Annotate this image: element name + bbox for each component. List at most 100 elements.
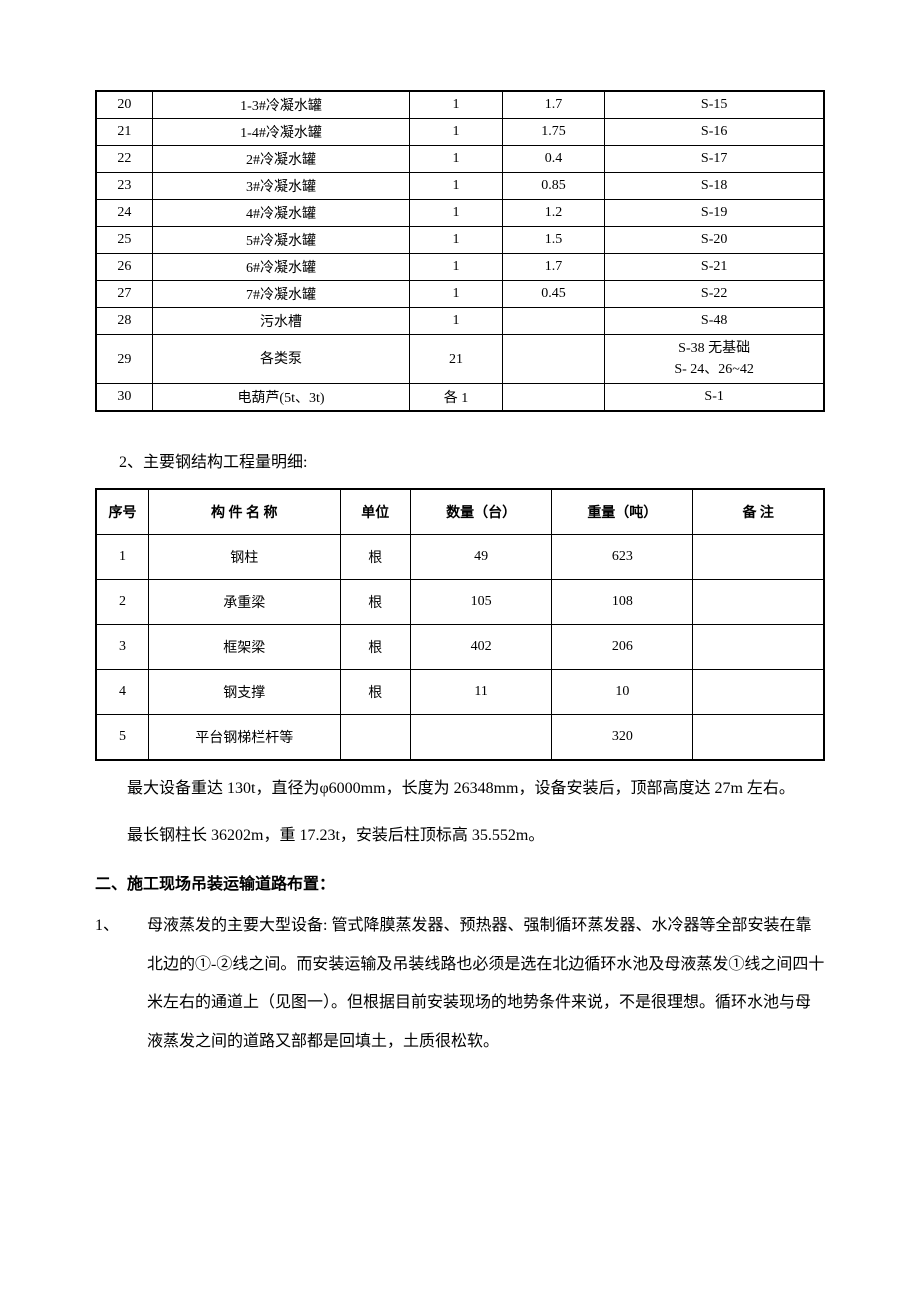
longest-column-paragraph: 最长钢柱长 36202m，重 17.23t，安装后柱顶标高 35.552m。: [95, 818, 825, 855]
table-cell: S-20: [605, 227, 824, 254]
table-row: 233#冷凝水罐10.85S-18: [96, 173, 824, 200]
table-cell: 1: [410, 200, 503, 227]
table-cell: 10: [552, 670, 693, 715]
table-cell: 1.7: [502, 254, 605, 281]
table-header-cell: 备 注: [693, 489, 824, 535]
table-cell: 28: [96, 308, 152, 335]
table-cell: 根: [340, 625, 411, 670]
construction-road-subtitle: 二、施工现场吊装运输道路布置：: [95, 867, 825, 904]
table-cell: 25: [96, 227, 152, 254]
steel-structure-thead-row: 序号构 件 名 称单位数量（台）重量（吨）备 注: [96, 489, 824, 535]
table-cell: 20: [96, 91, 152, 119]
table-cell: 2: [96, 580, 148, 625]
table-cell: S-21: [605, 254, 824, 281]
table-cell: 1.2: [502, 200, 605, 227]
table-cell: 1: [410, 281, 503, 308]
table-cell: 4: [96, 670, 148, 715]
table-cell: S-19: [605, 200, 824, 227]
table-cell: [693, 625, 824, 670]
table-cell: 206: [552, 625, 693, 670]
table-cell: 49: [411, 535, 552, 580]
table-row: 201-3#冷凝水罐11.7S-15: [96, 91, 824, 119]
steel-structure-tbody: 1钢柱根496232承重梁根1051083框架梁根4022064钢支撑根1110…: [96, 535, 824, 761]
table-cell: 1: [410, 308, 503, 335]
table-cell: 1-4#冷凝水罐: [152, 119, 409, 146]
table-cell: [411, 715, 552, 761]
table-cell: 0.45: [502, 281, 605, 308]
table-cell: 21: [96, 119, 152, 146]
table-cell: 105: [411, 580, 552, 625]
table-cell: 24: [96, 200, 152, 227]
table-row: 2承重梁根105108: [96, 580, 824, 625]
table-cell: 27: [96, 281, 152, 308]
table-cell: 承重梁: [148, 580, 340, 625]
table-cell: 1: [410, 119, 503, 146]
table-cell: 3#冷凝水罐: [152, 173, 409, 200]
table-cell: 框架梁: [148, 625, 340, 670]
table-cell: 根: [340, 580, 411, 625]
max-equipment-paragraph: 最大设备重达 130t，直径为φ6000mm，长度为 26348mm，设备安装后…: [95, 771, 825, 808]
table-cell: S-18: [605, 173, 824, 200]
table-row: 30电葫芦(5t、3t)各 1S-1: [96, 384, 824, 412]
table-cell: S-16: [605, 119, 824, 146]
table-cell: S-17: [605, 146, 824, 173]
table-cell: 1: [410, 91, 503, 119]
table-row: 29各类泵21S-38 无基础S- 24、26~42: [96, 335, 824, 384]
table-cell: 5#冷凝水罐: [152, 227, 409, 254]
table-cell: 1.75: [502, 119, 605, 146]
table-cell: [693, 535, 824, 580]
table-cell: 0.4: [502, 146, 605, 173]
equipment-table: 201-3#冷凝水罐11.7S-15211-4#冷凝水罐11.75S-16222…: [95, 90, 825, 412]
table-cell: [693, 580, 824, 625]
table-cell: 22: [96, 146, 152, 173]
table-cell: 根: [340, 535, 411, 580]
numbered-item-1: 1、 母液蒸发的主要大型设备: 管式降膜蒸发器、预热器、强制循环蒸发器、水冷器等…: [95, 907, 825, 1061]
table-cell: 108: [552, 580, 693, 625]
table-cell: [502, 384, 605, 412]
numbered-item-1-text: 母液蒸发的主要大型设备: 管式降膜蒸发器、预热器、强制循环蒸发器、水冷器等全部安…: [147, 917, 824, 1049]
table-cell: 1: [410, 254, 503, 281]
table-cell: 4#冷凝水罐: [152, 200, 409, 227]
table-cell: 3: [96, 625, 148, 670]
table-cell: 钢支撑: [148, 670, 340, 715]
table-header-cell: 单位: [340, 489, 411, 535]
table-cell: [693, 670, 824, 715]
steel-structure-heading: 2、主要钢结构工程量明细:: [95, 448, 825, 472]
table-cell: 11: [411, 670, 552, 715]
table-cell: 1-3#冷凝水罐: [152, 91, 409, 119]
table-row: 211-4#冷凝水罐11.75S-16: [96, 119, 824, 146]
table-cell: 2#冷凝水罐: [152, 146, 409, 173]
table-header-cell: 数量（台）: [411, 489, 552, 535]
table-header-cell: 序号: [96, 489, 148, 535]
table-cell: 7#冷凝水罐: [152, 281, 409, 308]
table-cell: 1: [96, 535, 148, 580]
table-cell: 23: [96, 173, 152, 200]
table-cell: S-1: [605, 384, 824, 412]
table-row: 277#冷凝水罐10.45S-22: [96, 281, 824, 308]
table-cell: 1.7: [502, 91, 605, 119]
table-cell: 根: [340, 670, 411, 715]
table-cell: [502, 335, 605, 384]
table-cell: S-48: [605, 308, 824, 335]
table-cell: 各类泵: [152, 335, 409, 384]
table-row: 244#冷凝水罐11.2S-19: [96, 200, 824, 227]
table-cell: 402: [411, 625, 552, 670]
table-cell: 0.85: [502, 173, 605, 200]
table-row: 5平台钢梯栏杆等320: [96, 715, 824, 761]
table-cell: 污水槽: [152, 308, 409, 335]
table-row: 255#冷凝水罐11.5S-20: [96, 227, 824, 254]
table-header-cell: 重量（吨）: [552, 489, 693, 535]
steel-structure-table: 序号构 件 名 称单位数量（台）重量（吨）备 注 1钢柱根496232承重梁根1…: [95, 488, 825, 761]
table-cell: 320: [552, 715, 693, 761]
table-cell: S-15: [605, 91, 824, 119]
table-cell: 1: [410, 173, 503, 200]
numbered-item-1-label: 1、: [95, 907, 119, 945]
table-cell: S-38 无基础S- 24、26~42: [605, 335, 824, 384]
table-cell: [340, 715, 411, 761]
table-cell: 1.5: [502, 227, 605, 254]
table-row: 266#冷凝水罐11.7S-21: [96, 254, 824, 281]
table-cell: 623: [552, 535, 693, 580]
table-cell: 钢柱: [148, 535, 340, 580]
table-row: 28污水槽1 S-48: [96, 308, 824, 335]
table-row: 4钢支撑根1110: [96, 670, 824, 715]
